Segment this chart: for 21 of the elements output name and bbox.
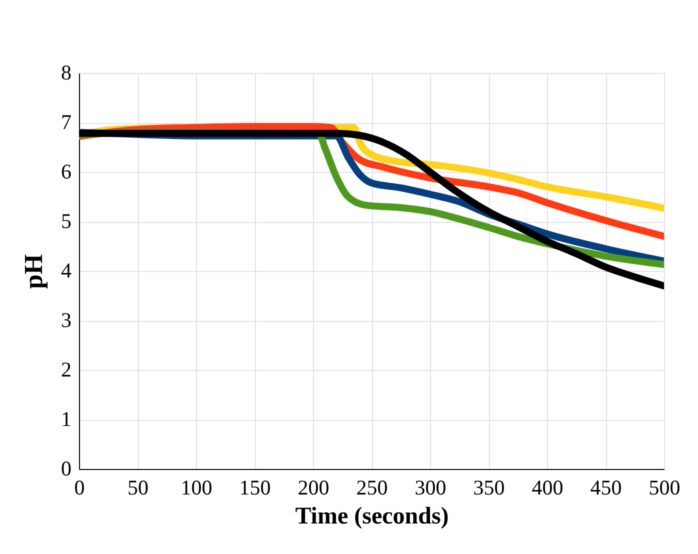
x-tick-label: 350 — [473, 476, 505, 500]
x-tick-label: 300 — [414, 476, 446, 500]
y-tick-label: 1 — [61, 407, 72, 431]
x-axis-title: Time (seconds) — [295, 504, 449, 530]
x-tick-label: 50 — [128, 476, 148, 500]
y-tick-label: 6 — [61, 160, 72, 184]
x-tick-label: 200 — [298, 476, 330, 500]
y-axis-title: pH — [19, 254, 48, 289]
x-tick-label: 500 — [648, 476, 680, 500]
y-tick-label: 4 — [61, 258, 72, 282]
y-tick-label: 8 — [61, 60, 72, 84]
x-tick-label: 450 — [590, 476, 622, 500]
y-tick-label: 7 — [61, 110, 72, 134]
y-tick-label: 5 — [61, 209, 72, 233]
x-tick-label: 100 — [180, 476, 212, 500]
x-tick-label: 150 — [239, 476, 271, 500]
y-tick-label: 2 — [61, 358, 72, 382]
x-tick-label: 400 — [532, 476, 564, 500]
x-tick-label: 250 — [356, 476, 388, 500]
y-tick-label: 3 — [61, 308, 72, 332]
y-tick-label: 0 — [61, 456, 72, 480]
